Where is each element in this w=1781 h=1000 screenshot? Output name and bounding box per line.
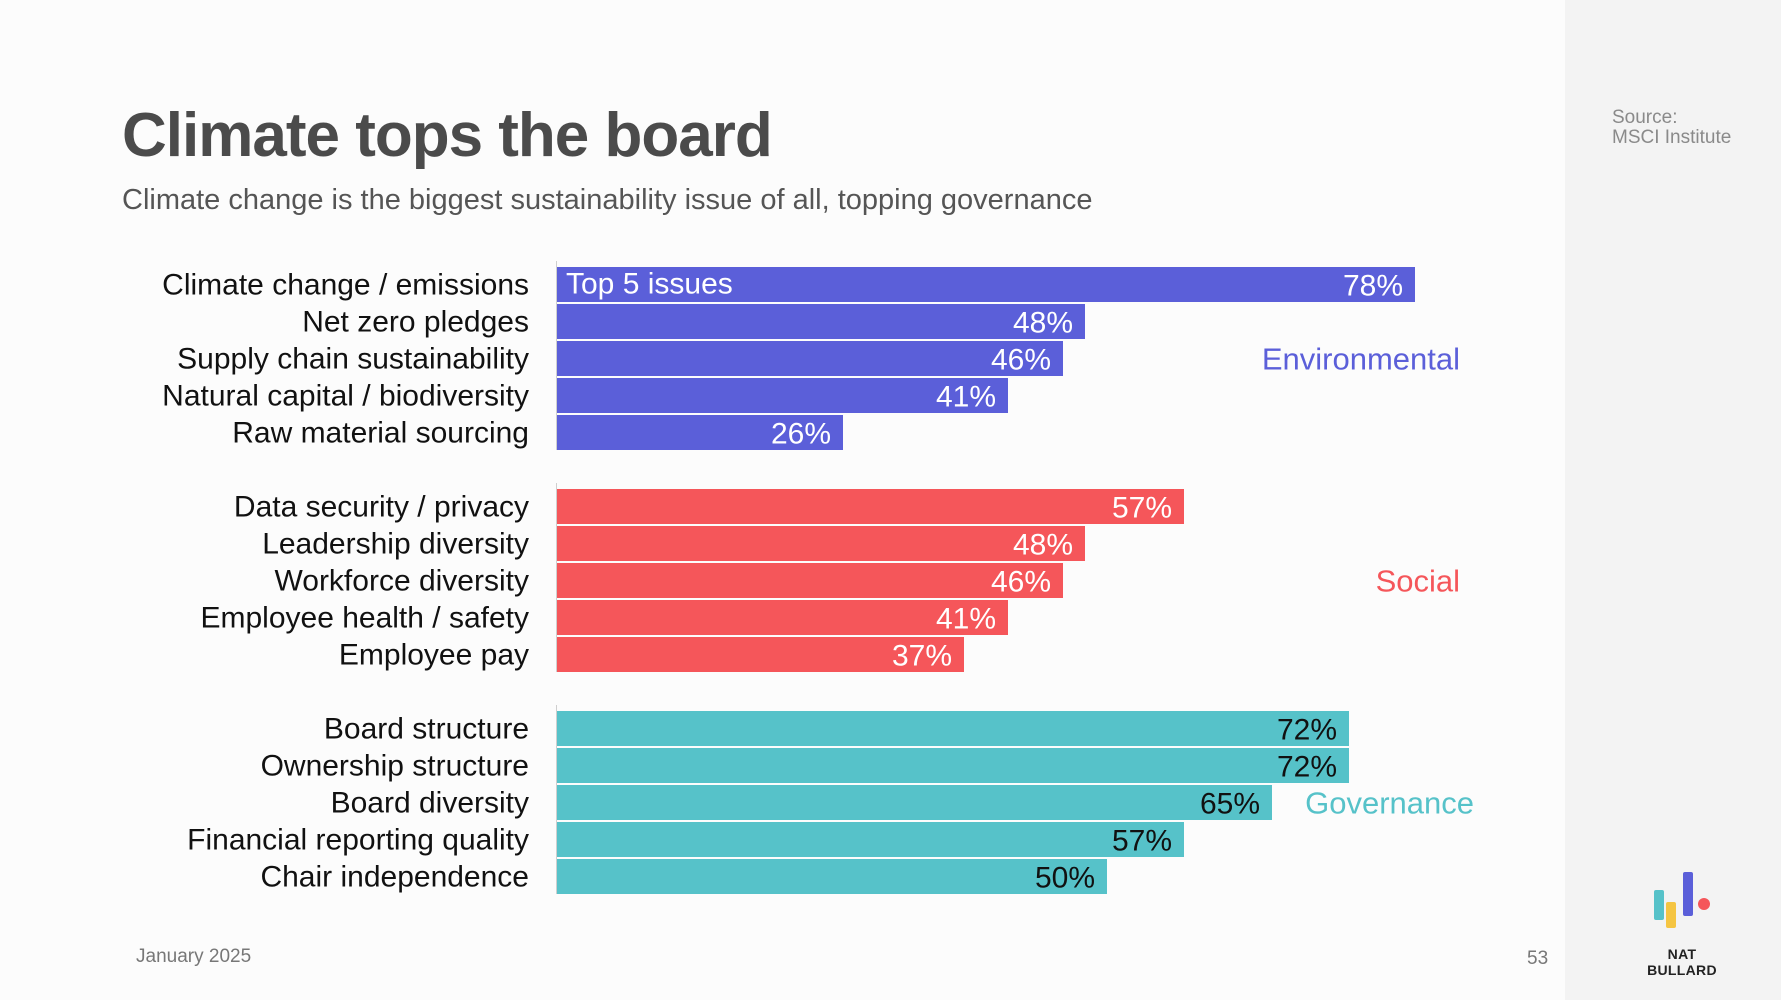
value-label: 72% <box>1277 714 1337 747</box>
value-label: 46% <box>991 566 1051 599</box>
value-label: 37% <box>892 640 952 673</box>
bar <box>557 637 964 672</box>
top-issues-annotation: Top 5 issues <box>566 268 733 301</box>
value-label: 48% <box>1013 529 1073 562</box>
page-title: Climate tops the board <box>122 101 773 170</box>
category-label: Chair independence <box>260 861 529 894</box>
group-label: Governance <box>1305 786 1474 821</box>
category-label: Board structure <box>324 713 529 746</box>
bar <box>557 563 1063 598</box>
value-label: 65% <box>1200 788 1260 821</box>
slide-sidebar <box>1565 0 1781 1000</box>
category-label: Workforce diversity <box>274 565 529 598</box>
value-label: 57% <box>1112 825 1172 858</box>
group-label: Environmental <box>1262 342 1460 377</box>
category-label: Raw material sourcing <box>232 417 529 450</box>
group-label: Social <box>1376 564 1460 599</box>
value-label: 78% <box>1343 270 1403 303</box>
bar <box>557 378 1008 413</box>
value-label: 41% <box>936 603 996 636</box>
category-label: Natural capital / biodiversity <box>162 380 529 413</box>
logo-bar-blue <box>1683 872 1693 916</box>
value-label: 41% <box>936 381 996 414</box>
value-label: 57% <box>1112 492 1172 525</box>
category-label: Ownership structure <box>261 750 529 783</box>
logo-dot-red <box>1698 898 1710 910</box>
footer-date: January 2025 <box>136 946 252 967</box>
bar-chart: Climate change / emissions 78% Top 5 issue… <box>162 261 1474 895</box>
category-label: Supply chain sustainability <box>177 343 529 376</box>
bar <box>557 489 1184 524</box>
value-label: 26% <box>771 418 831 451</box>
category-label: Employee pay <box>339 639 529 672</box>
page-subtitle: Climate change is the biggest sustainabi… <box>122 184 1093 216</box>
bar <box>557 822 1184 857</box>
bar-chart-logo-icon <box>1654 872 1710 928</box>
category-label: Leadership diversity <box>262 528 529 561</box>
brand-name: NAT BULLARD <box>1647 946 1717 978</box>
bar <box>557 341 1063 376</box>
logo-bar-yellow <box>1666 902 1676 928</box>
category-label: Board diversity <box>331 787 529 820</box>
value-label: 48% <box>1013 307 1073 340</box>
bar <box>557 526 1085 561</box>
bar <box>557 859 1107 894</box>
bar <box>557 304 1085 339</box>
value-label: 50% <box>1035 862 1095 895</box>
category-label: Climate change / emissions <box>162 269 529 302</box>
category-label: Employee health / safety <box>200 602 529 635</box>
bar <box>557 267 1415 302</box>
logo-bar-teal <box>1654 890 1664 920</box>
bar <box>557 785 1272 820</box>
value-label: 46% <box>991 344 1051 377</box>
source-note: Source: MSCI Institute <box>1612 108 1731 148</box>
category-label: Net zero pledges <box>302 306 529 339</box>
bar <box>557 415 843 450</box>
category-label: Data security / privacy <box>234 491 529 524</box>
source-label: Source: <box>1612 107 1678 128</box>
value-label: 72% <box>1277 751 1337 784</box>
source-name: MSCI Institute <box>1612 127 1732 148</box>
bar <box>557 711 1349 746</box>
page-number: 53 <box>1527 948 1549 969</box>
category-label: Financial reporting quality <box>187 824 529 857</box>
bar <box>557 748 1349 783</box>
bar <box>557 600 1008 635</box>
